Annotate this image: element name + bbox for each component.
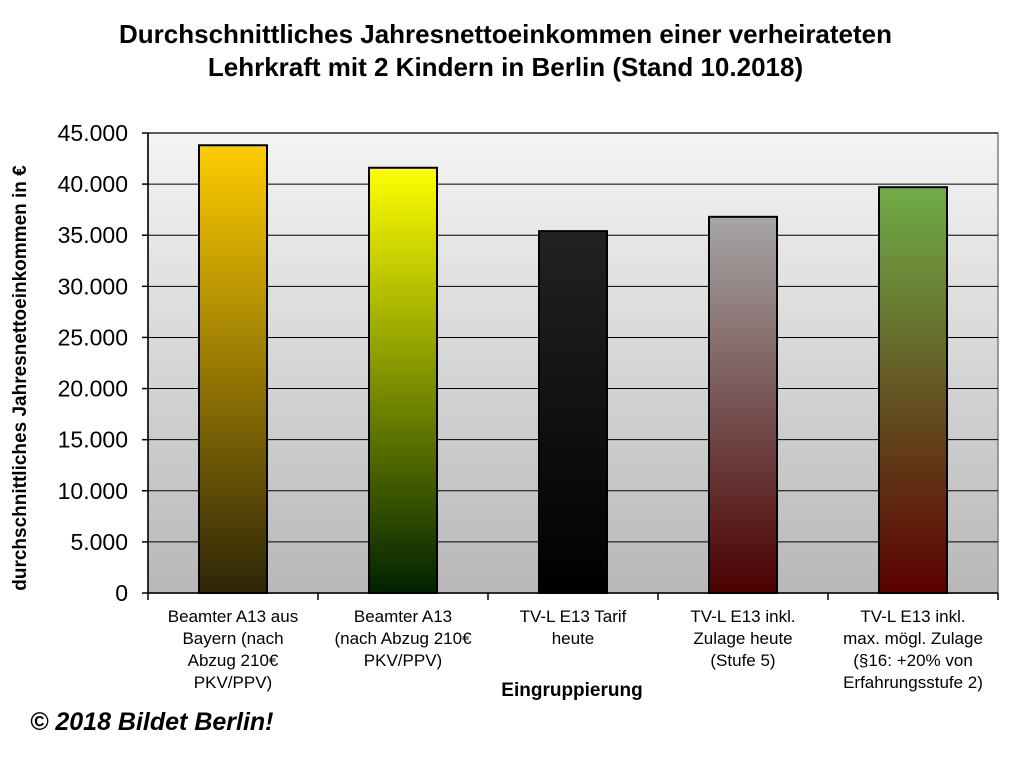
x-tick-label: (§16: +20% von — [853, 651, 973, 670]
bar-2 — [368, 166, 438, 594]
y-tick-label: 25.000 — [58, 324, 128, 350]
y-tick-label: 30.000 — [58, 273, 128, 299]
y-tick-label: 20.000 — [58, 376, 128, 402]
y-tick-label: 45.000 — [58, 120, 128, 146]
x-tick-label: Zulage heute — [693, 629, 792, 648]
x-tick-label: Beamter A13 — [354, 607, 452, 626]
y-tick-label: 0 — [115, 580, 128, 606]
x-tick-label: heute — [552, 629, 595, 648]
x-tick-label: (nach Abzug 210€ — [334, 629, 472, 648]
y-tick-label: 15.000 — [58, 427, 128, 453]
chart-title: Durchschnittliches Jahresnettoeinkommen … — [0, 18, 1011, 84]
x-tick-label: Bayern (nach — [182, 629, 283, 648]
x-tick-label: TV-L E13 Tarif — [520, 607, 627, 626]
bar-5 — [878, 186, 948, 595]
bar-4 — [708, 215, 778, 594]
y-tick-label: 35.000 — [58, 222, 128, 248]
bar-3 — [538, 230, 608, 594]
x-tick-label: PKV/PPV) — [194, 673, 272, 692]
x-axis-label: Eingruppierung — [501, 680, 643, 701]
x-tick-label: Erfahrungsstufe 2) — [843, 673, 983, 692]
y-axis-label: durchschnittliches Jahresnettoeinkommen … — [10, 165, 31, 591]
x-tick-label: PKV/PPV) — [364, 651, 442, 670]
copyright-footer: © 2018 Bildet Berlin! — [30, 708, 274, 736]
x-tick-label: TV-L E13 inkl. — [860, 607, 965, 626]
x-tick-label: max. mögl. Zulage — [843, 629, 983, 648]
chart-title-line-2: Lehrkraft mit 2 Kindern in Berlin (Stand… — [207, 52, 804, 82]
y-tick-label: 5.000 — [70, 529, 128, 555]
bar-1 — [198, 144, 268, 594]
y-tick-label: 10.000 — [58, 478, 128, 504]
x-tick-label: Beamter A13 aus — [168, 607, 298, 626]
y-tick-label: 40.000 — [58, 171, 128, 197]
x-tick-label: (Stufe 5) — [710, 651, 775, 670]
x-tick-label: TV-L E13 inkl. — [690, 607, 795, 626]
chart-title-line-1: Durchschnittliches Jahresnettoeinkommen … — [118, 19, 893, 49]
x-tick-label: Abzug 210€ — [188, 651, 279, 670]
